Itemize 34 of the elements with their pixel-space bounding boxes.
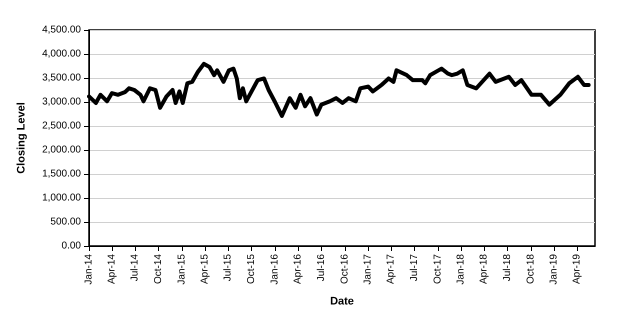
x-tick-label: Oct-15 — [246, 254, 258, 284]
y-tick-label: 1,500.00 — [42, 168, 82, 180]
y-tick-label: 1,000.00 — [42, 192, 82, 204]
x-tick-label: Jul-15 — [222, 254, 234, 282]
x-tick-label: Oct-17 — [432, 254, 444, 284]
x-tick-label: Apr-14 — [106, 254, 118, 284]
x-tick-label: Apr-18 — [478, 254, 490, 284]
x-tick-label: Apr-17 — [386, 254, 397, 284]
x-tick-label: Jan-17 — [362, 254, 374, 285]
x-tick-label: Jan-18 — [456, 254, 467, 285]
x-tick-label: Jul-14 — [130, 254, 141, 282]
x-tick-label: Jan-19 — [548, 254, 560, 285]
y-tick-label: 0.00 — [62, 240, 82, 252]
y-tick-label: 3,000.00 — [42, 96, 82, 108]
y-tick-label: 4,000.00 — [42, 48, 82, 60]
x-tick-label: Jan-16 — [269, 254, 280, 285]
x-tick-label: Oct-16 — [339, 254, 350, 284]
x-tick-label: Apr-19 — [572, 254, 583, 284]
y-tick-label: 2,000.00 — [42, 144, 82, 156]
x-tick-label: Jan-14 — [84, 254, 94, 285]
y-tick-label: 3,500.00 — [42, 72, 82, 84]
y-tick-label: 2,500.00 — [42, 120, 82, 132]
x-tick-label: Jul-16 — [316, 254, 327, 282]
x-tick-label: Jul-17 — [408, 254, 420, 282]
x-axis-title: Date — [330, 296, 354, 308]
x-tick-label: Apr-15 — [199, 254, 210, 284]
x-tick-label: Apr-16 — [292, 254, 304, 284]
x-tick-label: Jul-18 — [502, 254, 513, 282]
x-tick-label: Jan-15 — [176, 254, 188, 285]
x-tick-label: Oct-14 — [153, 254, 164, 284]
y-axis-title: Closing Level — [16, 102, 28, 174]
x-tick-label: Oct-18 — [525, 254, 536, 284]
y-tick-label: 4,500.00 — [42, 24, 82, 36]
y-tick-label: 500.00 — [50, 216, 82, 228]
